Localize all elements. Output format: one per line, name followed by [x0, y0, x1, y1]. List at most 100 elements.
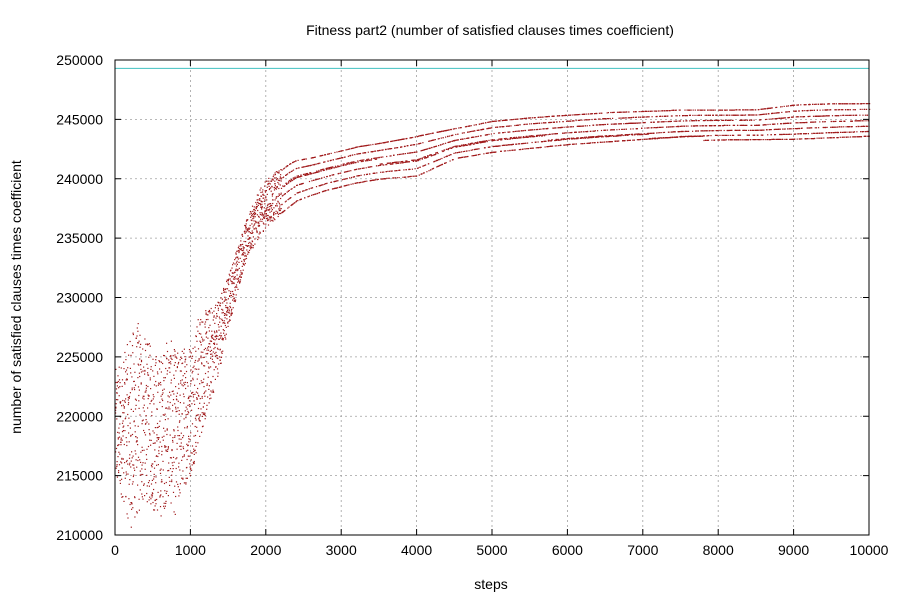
- data-point: [176, 457, 178, 459]
- data-point: [547, 140, 549, 142]
- data-point: [305, 158, 307, 160]
- data-point: [674, 109, 676, 111]
- data-point: [290, 170, 292, 173]
- data-point: [189, 472, 191, 474]
- data-point: [769, 129, 771, 131]
- data-point: [169, 371, 171, 373]
- data-point: [271, 195, 273, 197]
- data-point: [782, 138, 784, 140]
- data-point: [129, 367, 131, 369]
- data-point: [319, 162, 321, 164]
- data-point: [621, 134, 623, 136]
- data-point: [312, 194, 314, 196]
- data-point: [130, 408, 132, 410]
- data-point: [195, 391, 197, 393]
- data-point: [233, 276, 235, 278]
- data-point: [176, 399, 178, 401]
- data-point: [549, 121, 552, 124]
- data-point: [718, 139, 720, 141]
- data-point: [253, 214, 255, 216]
- data-point: [563, 115, 565, 117]
- data-point: [356, 175, 358, 177]
- data-point: [716, 130, 718, 132]
- data-point: [401, 146, 403, 148]
- data-point: [171, 390, 173, 393]
- data-point: [193, 448, 195, 450]
- data-point: [592, 136, 594, 138]
- data-point: [199, 420, 201, 422]
- data-point: [158, 437, 160, 439]
- data-point: [298, 191, 300, 194]
- data-point: [220, 356, 223, 358]
- data-point: [246, 228, 248, 230]
- data-point: [380, 142, 382, 144]
- data-point: [115, 409, 117, 411]
- data-point: [422, 165, 424, 167]
- data-point: [584, 136, 586, 138]
- data-point: [490, 139, 492, 141]
- data-point: [530, 129, 532, 131]
- data-point: [538, 134, 540, 136]
- data-point: [203, 365, 205, 367]
- data-point: [721, 114, 723, 116]
- data-point: [746, 139, 748, 141]
- data-point: [694, 114, 696, 116]
- data-point: [235, 278, 237, 280]
- data-point: [708, 114, 710, 116]
- data-point: [567, 144, 569, 146]
- data-point: [128, 441, 130, 443]
- data-point: [261, 201, 263, 203]
- data-point: [386, 155, 388, 158]
- data-point: [138, 364, 140, 366]
- data-point: [539, 122, 541, 124]
- data-point: [192, 396, 194, 398]
- data-point: [665, 137, 667, 139]
- data-point: [666, 126, 668, 128]
- data-point: [222, 329, 224, 331]
- data-point: [313, 156, 315, 158]
- data-point: [390, 155, 392, 157]
- data-point: [474, 130, 476, 132]
- data-point: [456, 139, 458, 141]
- data-point: [286, 173, 289, 175]
- data-point: [702, 130, 704, 132]
- data-point: [365, 160, 367, 162]
- data-point: [239, 281, 241, 283]
- data-point: [271, 219, 273, 221]
- data-point: [119, 386, 121, 388]
- data-point: [775, 138, 777, 140]
- data-point: [761, 108, 763, 110]
- data-point: [199, 414, 201, 416]
- data-point: [298, 167, 300, 169]
- data-point: [276, 179, 278, 181]
- data-point: [690, 109, 692, 111]
- data-point: [701, 125, 704, 127]
- data-point: [292, 169, 295, 171]
- data-point: [464, 138, 466, 140]
- data-point: [638, 111, 640, 113]
- data-point: [508, 144, 511, 146]
- data-point: [653, 121, 655, 123]
- data-point: [188, 441, 190, 443]
- data-point: [523, 142, 525, 145]
- data-point: [144, 468, 146, 470]
- data-point: [499, 120, 501, 122]
- data-point: [181, 357, 183, 359]
- data-point: [269, 188, 271, 190]
- data-point: [214, 322, 216, 324]
- data-point: [554, 127, 556, 129]
- data-point: [191, 452, 193, 454]
- data-point: [230, 290, 232, 293]
- data-point: [249, 224, 251, 227]
- data-point: [536, 135, 538, 137]
- data-point: [172, 456, 175, 458]
- data-point: [212, 361, 214, 363]
- data-point: [407, 161, 409, 163]
- data-point: [154, 499, 156, 501]
- data-point: [213, 310, 215, 312]
- data-point: [685, 135, 687, 137]
- data-point: [539, 128, 541, 130]
- data-point: [236, 270, 238, 272]
- data-point: [448, 154, 451, 156]
- data-point: [123, 472, 125, 474]
